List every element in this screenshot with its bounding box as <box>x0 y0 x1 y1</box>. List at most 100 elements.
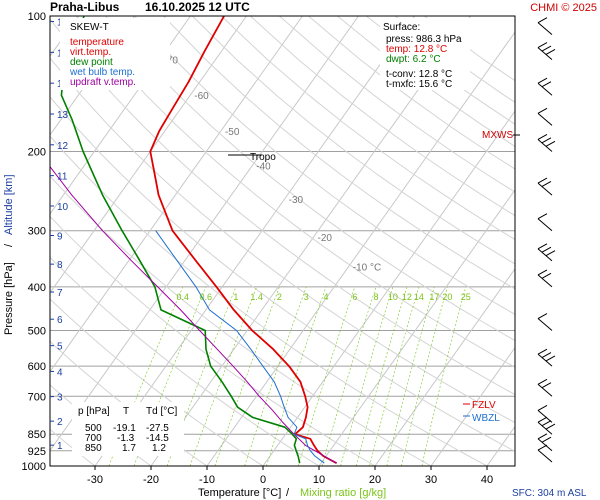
wind-barb-feather <box>541 137 552 144</box>
wind-barb-feather <box>541 436 552 443</box>
surface-dwpt: dwpt: 6.2 °C <box>386 54 441 65</box>
brand-logo: CHMI © 2025 <box>530 2 597 14</box>
isotherm-line <box>0 16 23 466</box>
altitude-tick-label: 11 <box>57 172 68 183</box>
wind-barb-staff <box>537 82 553 96</box>
grid <box>0 16 600 466</box>
pressure-tick-label: 200 <box>28 146 46 158</box>
wind-barb-feather <box>537 243 548 250</box>
mixing-ratio-line <box>189 286 257 466</box>
fzlv-label: FZLV <box>472 400 496 411</box>
datetime-title: 16.10.2025 12 UTC <box>145 0 250 14</box>
wind-barb-feather <box>545 423 556 430</box>
profile-updraft-v-temp- <box>50 165 337 464</box>
isotherm-line <box>50 16 191 215</box>
wind-barb-staff <box>537 47 553 60</box>
wind-barb-feather <box>541 81 552 88</box>
isotherm-line <box>486 425 515 466</box>
isotherm-label: -40 <box>256 162 271 173</box>
wind-barb-feather <box>537 378 548 385</box>
wind-barb-feather <box>541 382 552 389</box>
table-cell: -27.5 <box>146 423 169 434</box>
table-cell: 850 <box>85 443 102 454</box>
plot-frame <box>49 15 516 467</box>
isotherm-line <box>50 16 247 294</box>
isotherm-label: -60 <box>194 91 209 102</box>
surface-press: press: 986.3 hPa <box>386 34 462 45</box>
mixing-ratio-line <box>244 286 307 466</box>
wind-barb <box>537 134 556 152</box>
dry-adiabat-line <box>50 57 515 424</box>
mixing-ratio-label: 10 <box>388 292 398 302</box>
table-header-td: Td [°C] <box>146 406 177 417</box>
mixing-ratio-line <box>266 286 327 466</box>
table-cell: 700 <box>85 433 102 444</box>
y-axis-title: Pressure [hPa] <box>3 262 15 335</box>
legend-virt-temp: virt.temp. <box>70 47 111 58</box>
dry-adiabat-line <box>105 16 515 342</box>
wind-barb-feather <box>537 77 548 84</box>
mixing-axis-title: Mixing ratio [g/kg] <box>300 487 386 499</box>
table-cell: 1.7 <box>122 443 136 454</box>
surface-title: Surface: <box>383 22 420 33</box>
surface-tconv: t-conv: 12.8 °C <box>386 69 452 80</box>
wind-barb <box>537 404 553 423</box>
pressure-tick-label: 300 <box>28 226 46 238</box>
wind-barb-staff <box>537 22 553 36</box>
pressure-tick-label: 850 <box>28 429 46 441</box>
legend-updraft: updraft v.temp. <box>70 77 136 88</box>
isotherm-line <box>543 16 600 466</box>
wind-barb-staff <box>537 449 553 463</box>
wind-barb-feather <box>545 140 556 147</box>
wind-barb-feather <box>541 352 552 359</box>
mixing-ratio-line <box>401 286 448 466</box>
altitude-tick-label: 4 <box>57 367 63 378</box>
temp-tick-label: 30 <box>425 474 437 486</box>
wind-barb-staff <box>537 383 553 397</box>
table-cell: -19.1 <box>113 423 136 434</box>
mixing-ratio-line <box>214 286 280 466</box>
altitude-tick-label: 10 <box>57 202 69 213</box>
wind-barb-feather <box>541 272 552 279</box>
wind-barb-staff <box>537 248 553 262</box>
altitude-tick-label: 5 <box>57 342 63 353</box>
wind-barb <box>537 444 553 463</box>
mixing-ratio-label: 0.4 <box>177 292 190 302</box>
altitude-tick-label: 2 <box>57 417 63 428</box>
wind-barb-feather <box>537 134 548 140</box>
x-axis-sep: / <box>286 487 290 499</box>
table-cell: -14.5 <box>146 433 169 444</box>
pressure-tick-label: 600 <box>28 361 46 373</box>
isotherm-line <box>94 16 415 466</box>
wind-barb <box>537 77 553 96</box>
isotherm-label: -10 °C <box>353 262 381 273</box>
wind-barb-staff <box>537 318 553 331</box>
wind-barb-staff <box>537 438 553 452</box>
dry-adiabat-line <box>50 18 515 396</box>
dry-adiabat-line <box>192 16 515 265</box>
mixing-ratio-label: 6 <box>352 292 357 302</box>
isotherm-label: -30 <box>289 195 304 206</box>
dry-adiabat-line <box>250 16 515 217</box>
wind-barb <box>537 416 556 435</box>
mixing-ratio-line <box>321 286 377 466</box>
profiles <box>50 16 338 464</box>
isotherm-label: -50 <box>225 127 240 138</box>
isotherm-label: -20 <box>318 233 333 244</box>
wind-barb-staff <box>537 274 553 288</box>
wind-barb-staff <box>537 218 553 232</box>
temp-tick-label: -30 <box>87 474 103 486</box>
surface-tmxfc: t-mxfc: 15.6 °C <box>386 79 452 90</box>
wind-barb-feather <box>537 269 548 276</box>
mixing-ratio-label: 1 <box>233 292 238 302</box>
mixing-ratio-label: 3 <box>304 292 309 302</box>
dry-adiabat-line <box>50 135 488 466</box>
pressure-tick-label: 700 <box>28 391 46 403</box>
wind-barb-feather <box>541 45 552 52</box>
mixing-ratio-label: 4 <box>324 292 329 302</box>
dry-adiabat-line <box>50 428 96 466</box>
dry-adiabat-line <box>163 16 515 290</box>
pressure-tick-label: 500 <box>28 326 46 338</box>
isotherm-line <box>430 346 515 466</box>
profile-wet-bulb <box>155 230 325 464</box>
